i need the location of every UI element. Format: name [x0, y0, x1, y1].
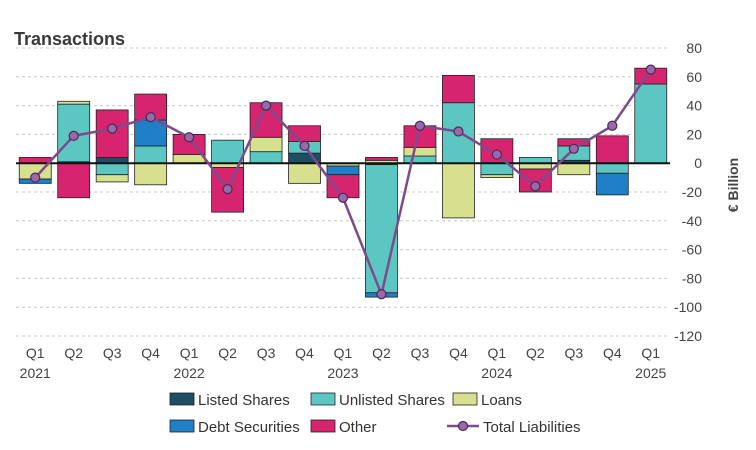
bar-other [365, 157, 398, 161]
x-axis-ticks: Q1 Q2 Q3 Q4 Q1 Q2 Q3 Q4 Q1 Q2 Q3 Q4 Q1 Q2 Q3 Q4 Q1 2021 20… [20, 345, 667, 381]
bar-unlisted-shares [249, 151, 283, 164]
y-tick-label: -120 [674, 328, 702, 344]
bar-other [95, 109, 129, 158]
bar-unlisted-shares [403, 155, 437, 164]
legend-swatch [310, 419, 336, 433]
total-liabilities-point [222, 184, 233, 195]
x-year-label: 2023 [327, 365, 358, 381]
bar-loans [95, 174, 129, 183]
total-liabilities-point [184, 132, 195, 143]
total-liabilities-point [337, 192, 349, 203]
bar-loans [57, 100, 91, 105]
x-tick-label: Q3 [564, 345, 583, 361]
legend-swatch [310, 392, 336, 406]
bar-other [595, 135, 629, 164]
total-liabilities-point [568, 143, 579, 154]
legend-swatch [169, 419, 195, 433]
x-tick-label: Q2 [218, 345, 237, 361]
total-liabilities-point [645, 64, 656, 75]
x-tick-label: Q4 [449, 345, 468, 361]
y-tick-label: -20 [682, 184, 702, 200]
x-tick-label: Q3 [411, 345, 430, 361]
bar-debt-securities [595, 172, 629, 196]
x-tick-label: Q1 [334, 345, 353, 361]
y-tick-label: -100 [674, 299, 702, 315]
x-tick-label: Q1 [641, 345, 660, 361]
total-liabilities-point [299, 140, 310, 152]
bar-other [442, 74, 475, 104]
y-tick-label: 60 [686, 69, 702, 85]
bar-loans [403, 146, 437, 157]
x-tick-label: Q1 [180, 345, 199, 361]
bar-other [57, 162, 91, 199]
x-tick-label: Q2 [372, 345, 391, 361]
x-year-label: 2022 [174, 365, 205, 381]
legend-label: Listed Shares [198, 392, 290, 409]
x-year-label: 2024 [481, 365, 512, 381]
total-liabilities-point [453, 126, 464, 137]
total-liabilities-point [107, 123, 118, 134]
y-tick-label: 40 [686, 98, 702, 114]
total-liabilities-point [414, 120, 426, 131]
bar-unlisted-shares [634, 83, 668, 164]
bar-loans [134, 162, 168, 186]
total-liabilities-point [530, 181, 541, 192]
y-axis-label: € Billion [725, 158, 741, 212]
legend-label: Unlisted Shares [339, 392, 445, 409]
bars [18, 67, 668, 298]
y-tick-label: 0 [694, 155, 702, 171]
bar-unlisted-shares [211, 139, 244, 164]
total-liabilities-point [260, 100, 272, 111]
legend-label: Debt Securities [198, 419, 300, 436]
bar-loans [288, 162, 321, 184]
x-year-label: 2021 [20, 365, 51, 381]
legend-label: Total Liabilities [483, 419, 581, 436]
legend-swatch [169, 392, 195, 406]
total-liabilities-point [376, 289, 387, 300]
bar-loans [172, 154, 206, 164]
y-tick-label: -80 [682, 270, 702, 286]
bar-loans [480, 174, 514, 179]
legend-line-marker [457, 420, 469, 432]
total-liabilities-point [30, 172, 41, 183]
bar-debt-securities [326, 165, 360, 176]
bar-unlisted-shares [95, 162, 129, 176]
total-liabilities-point [607, 120, 618, 131]
y-axis-ticks: 80 60 40 20 0 -20 -40 -60 -80 -100 -120 [674, 40, 702, 344]
y-tick-label: -40 [682, 213, 702, 229]
x-tick-label: Q4 [603, 345, 622, 361]
bar-other [518, 168, 552, 193]
x-year-label: 2025 [635, 365, 666, 381]
x-tick-label: Q4 [141, 345, 160, 361]
y-tick-label: 20 [686, 126, 702, 142]
x-tick-label: Q2 [64, 345, 83, 361]
total-liabilities-point [491, 149, 502, 160]
y-tick-label: 80 [686, 40, 702, 56]
x-tick-label: Q2 [526, 345, 545, 361]
legend-swatch [452, 392, 478, 406]
total-liabilities-point [68, 130, 79, 141]
bar-loans [249, 136, 283, 153]
x-tick-label: Q1 [26, 345, 45, 361]
bar-unlisted-shares [365, 164, 398, 294]
y-tick-label: -60 [682, 242, 702, 258]
total-liabilities-line [30, 64, 656, 300]
x-tick-label: Q4 [295, 345, 314, 361]
bar-unlisted-shares [595, 162, 629, 174]
total-liabilities-point [145, 112, 156, 123]
legend-label: Other [339, 419, 377, 436]
bar-unlisted-shares [134, 145, 168, 164]
legend: Listed Shares Unlisted Shares Loans Debt Se… [169, 392, 581, 436]
bar-loans [557, 162, 591, 176]
legend-label: Loans [481, 392, 522, 409]
x-tick-label: Q3 [257, 345, 276, 361]
bar-loans [442, 162, 475, 219]
x-tick-label: Q3 [103, 345, 122, 361]
x-tick-label: Q1 [488, 345, 507, 361]
chart-title: Transactions [14, 29, 125, 49]
